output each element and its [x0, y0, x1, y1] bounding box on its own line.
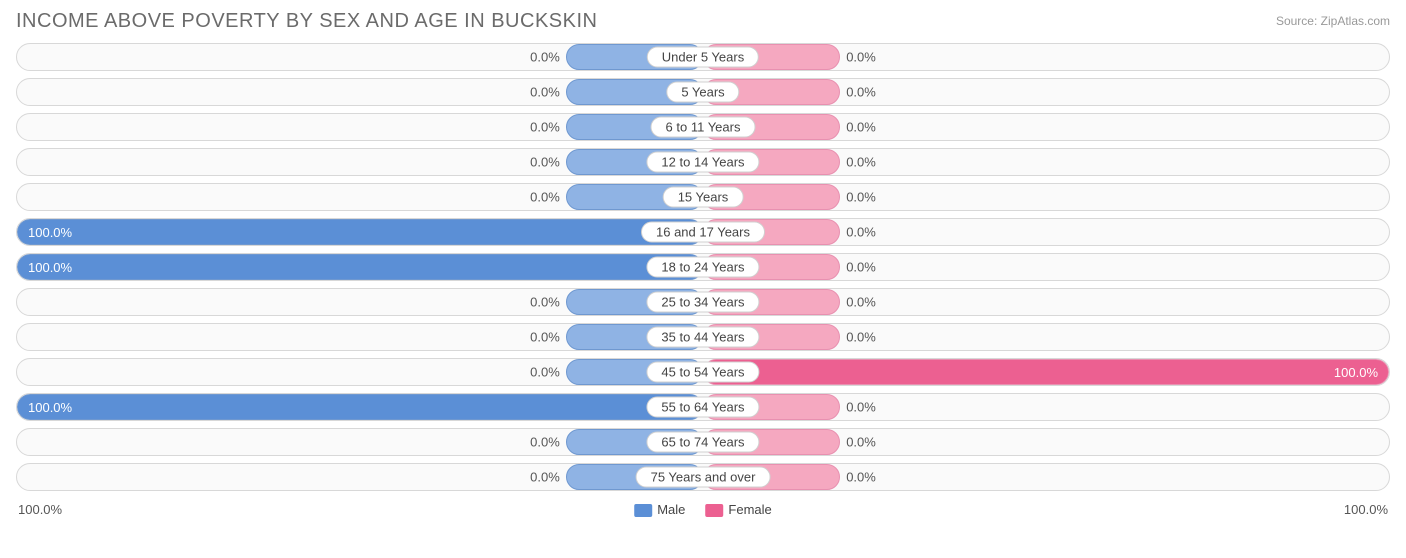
female-value: 0.0%	[846, 120, 876, 135]
chart-row: 0.0% 0.0% 65 to 74 Years	[16, 428, 1390, 456]
female-value: 0.0%	[846, 50, 876, 65]
male-value: 0.0%	[530, 190, 560, 205]
legend-label-male: Male	[657, 502, 685, 517]
category-label: 6 to 11 Years	[651, 117, 756, 138]
legend-swatch-female	[705, 504, 723, 517]
male-half: 0.0%	[17, 359, 703, 385]
female-value: 0.0%	[846, 400, 876, 415]
chart-row: 0.0% 0.0% 35 to 44 Years	[16, 323, 1390, 351]
male-value: 0.0%	[530, 155, 560, 170]
category-label: 12 to 14 Years	[646, 152, 759, 173]
chart-area: 0.0%0.0%Under 5 Years0.0%0.0%5 Years0.0%…	[0, 39, 1406, 491]
male-half: 0.0%	[17, 289, 703, 315]
chart-row: 0.0% 0.0% Under 5 Years	[16, 43, 1390, 71]
male-half: 0.0%	[17, 114, 703, 140]
chart-row: 100.0% 0.0% 18 to 24 Years	[16, 253, 1390, 281]
male-value: 0.0%	[530, 50, 560, 65]
category-label: Under 5 Years	[647, 47, 759, 68]
female-half: 0.0%	[703, 394, 1389, 420]
male-half: 100.0%	[17, 219, 703, 245]
category-label: 25 to 34 Years	[646, 292, 759, 313]
male-value: 0.0%	[530, 365, 560, 380]
legend-swatch-male	[634, 504, 652, 517]
male-half: 100.0%	[17, 394, 703, 420]
male-bar: 100.0%	[17, 394, 703, 420]
male-value: 0.0%	[530, 435, 560, 450]
female-value: 0.0%	[846, 225, 876, 240]
male-half: 0.0%	[17, 324, 703, 350]
female-value: 0.0%	[846, 435, 876, 450]
axis-right-label: 100.0%	[1344, 502, 1388, 517]
female-value: 0.0%	[846, 470, 876, 485]
male-value: 100.0%	[28, 225, 72, 240]
male-half: 100.0%	[17, 254, 703, 280]
female-value: 0.0%	[846, 295, 876, 310]
category-label: 55 to 64 Years	[646, 397, 759, 418]
female-half: 0.0%	[703, 429, 1389, 455]
male-half: 0.0%	[17, 79, 703, 105]
male-value: 0.0%	[530, 330, 560, 345]
female-half: 0.0%	[703, 79, 1389, 105]
male-half: 0.0%	[17, 429, 703, 455]
category-label: 18 to 24 Years	[646, 257, 759, 278]
male-half: 0.0%	[17, 184, 703, 210]
x-axis: 100.0% Male Female 100.0%	[0, 498, 1406, 517]
male-bar: 100.0%	[17, 254, 703, 280]
male-bar: 100.0%	[17, 219, 703, 245]
female-value: 0.0%	[846, 85, 876, 100]
male-half: 0.0%	[17, 464, 703, 490]
chart-row: 0.0% 0.0% 12 to 14 Years	[16, 148, 1390, 176]
male-value: 0.0%	[530, 85, 560, 100]
male-value: 0.0%	[530, 295, 560, 310]
female-half: 0.0%	[703, 254, 1389, 280]
male-value: 100.0%	[28, 400, 72, 415]
male-value: 0.0%	[530, 120, 560, 135]
female-value: 0.0%	[846, 190, 876, 205]
legend-label-female: Female	[728, 502, 771, 517]
category-label: 16 and 17 Years	[641, 222, 765, 243]
category-label: 75 Years and over	[636, 467, 771, 488]
chart-row: 100.0% 0.0% 55 to 64 Years	[16, 393, 1390, 421]
legend-item-male: Male	[634, 502, 685, 517]
female-half: 0.0%	[703, 219, 1389, 245]
chart-source: Source: ZipAtlas.com	[1276, 10, 1390, 28]
female-value: 0.0%	[846, 155, 876, 170]
female-half: 100.0%	[703, 359, 1389, 385]
female-half: 0.0%	[703, 184, 1389, 210]
chart-header: INCOME ABOVE POVERTY BY SEX AND AGE IN B…	[0, 0, 1406, 39]
category-label: 5 Years	[666, 82, 739, 103]
female-half: 0.0%	[703, 114, 1389, 140]
chart-row: 100.0% 0.0% 16 and 17 Years	[16, 218, 1390, 246]
female-value: 0.0%	[846, 260, 876, 275]
female-half: 0.0%	[703, 149, 1389, 175]
male-value: 100.0%	[28, 260, 72, 275]
chart-title: INCOME ABOVE POVERTY BY SEX AND AGE IN B…	[16, 10, 597, 33]
chart-row: 0.0% 0.0% 15 Years	[16, 183, 1390, 211]
male-half: 0.0%	[17, 44, 703, 70]
category-label: 45 to 54 Years	[646, 362, 759, 383]
legend-item-female: Female	[705, 502, 771, 517]
axis-left-label: 100.0%	[18, 502, 62, 517]
chart-row: 0.0% 0.0% 75 Years and over	[16, 463, 1390, 491]
female-half: 0.0%	[703, 289, 1389, 315]
chart-row: 0.0% 100.0% 45 to 54 Years	[16, 358, 1390, 386]
male-half: 0.0%	[17, 149, 703, 175]
male-value: 0.0%	[530, 470, 560, 485]
female-bar: 100.0%	[703, 359, 1389, 385]
chart-row: 0.0% 0.0% 25 to 34 Years	[16, 288, 1390, 316]
female-half: 0.0%	[703, 464, 1389, 490]
legend: Male Female	[634, 502, 772, 517]
female-value: 0.0%	[846, 330, 876, 345]
chart-row: 0.0% 0.0% 5 Years	[16, 78, 1390, 106]
category-label: 15 Years	[663, 187, 744, 208]
female-value: 100.0%	[1334, 365, 1378, 380]
female-half: 0.0%	[703, 44, 1389, 70]
chart-row: 0.0% 0.0% 6 to 11 Years	[16, 113, 1390, 141]
female-half: 0.0%	[703, 324, 1389, 350]
category-label: 65 to 74 Years	[646, 432, 759, 453]
category-label: 35 to 44 Years	[646, 327, 759, 348]
